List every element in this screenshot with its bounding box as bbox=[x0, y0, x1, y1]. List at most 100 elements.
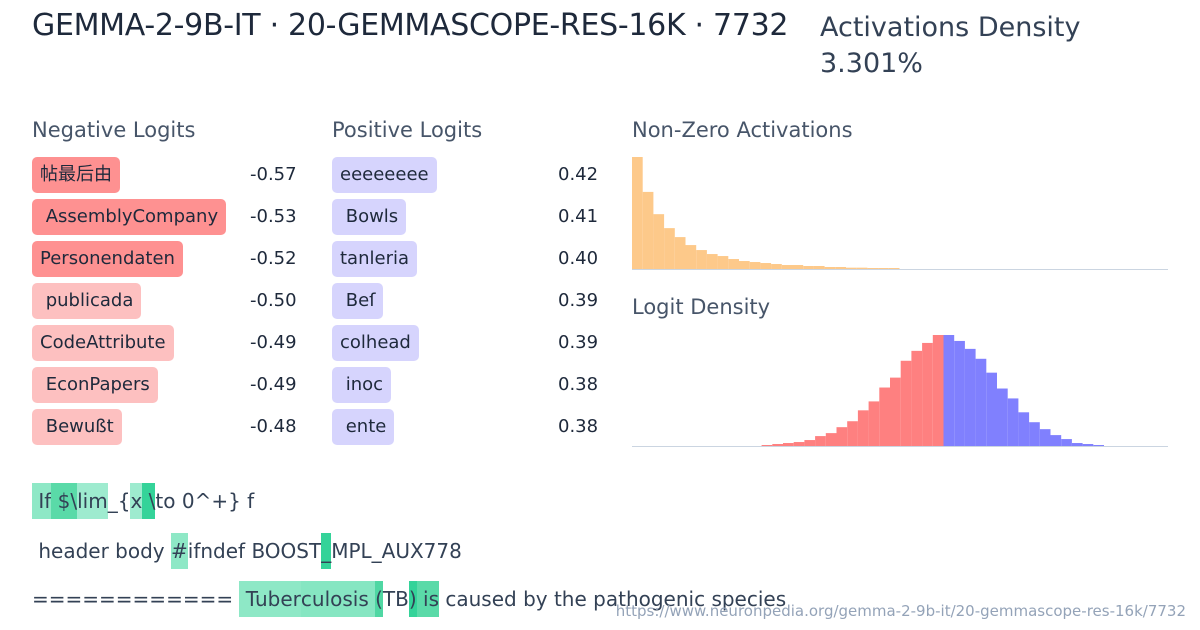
example-token[interactable]: _{ bbox=[107, 489, 131, 513]
logit-token[interactable]: 帖最后由 bbox=[32, 157, 120, 193]
example-token[interactable]: ( bbox=[375, 581, 383, 617]
logit-row: 帖最后由 -0.57 bbox=[32, 156, 302, 198]
logit-row: EconPapers -0.49 bbox=[32, 366, 302, 408]
example-token[interactable]: _ bbox=[321, 533, 332, 569]
example-token[interactable]: $\ bbox=[51, 483, 78, 519]
example-token[interactable]: # bbox=[171, 533, 188, 569]
example-token[interactable]: MPL_AUX778 bbox=[331, 539, 462, 563]
logit-row: colhead 0.39 bbox=[332, 324, 602, 366]
example-token[interactable]: is bbox=[416, 581, 440, 617]
logit-token[interactable]: publicada bbox=[32, 283, 142, 319]
activation-bar bbox=[878, 268, 889, 269]
negative-logits-heading: Negative Logits bbox=[32, 118, 196, 142]
logit-value: 0.42 bbox=[558, 164, 599, 185]
positive-logit-bar bbox=[1050, 435, 1062, 446]
activation-bar bbox=[760, 263, 772, 269]
activations-heading: Non-Zero Activations bbox=[632, 118, 853, 142]
activation-bar bbox=[813, 266, 825, 269]
negative-logit-bar bbox=[761, 445, 773, 446]
logit-token[interactable]: Personendaten bbox=[32, 241, 183, 277]
activation-bar bbox=[717, 256, 729, 269]
example-token[interactable]: TB bbox=[382, 587, 409, 611]
example-token[interactable]: ) bbox=[408, 581, 417, 617]
logit-value: 0.40 bbox=[558, 248, 599, 269]
activation-bar bbox=[685, 245, 697, 269]
example-token[interactable]: ifndef BOOST bbox=[187, 539, 322, 563]
positive-logit-bar bbox=[1039, 429, 1051, 446]
logit-token[interactable]: Bowls bbox=[332, 199, 407, 235]
logit-token[interactable]: Beſ bbox=[332, 283, 384, 319]
activation-bar bbox=[856, 267, 868, 269]
activation-bar bbox=[824, 267, 836, 269]
logit-token[interactable]: ente bbox=[332, 409, 395, 445]
logit-row: Bowls 0.41 bbox=[332, 198, 602, 240]
negative-logit-bar bbox=[922, 342, 933, 446]
logit-row: ente 0.38 bbox=[332, 408, 602, 450]
example-token[interactable]: \ bbox=[142, 483, 156, 519]
logit-density-histogram bbox=[632, 335, 1168, 447]
example-token[interactable]: ============ bbox=[32, 587, 240, 611]
activations-histogram bbox=[632, 157, 1168, 270]
activation-bar bbox=[888, 268, 900, 269]
negative-logit-bar bbox=[868, 401, 880, 446]
logit-token[interactable]: eeeeeeee bbox=[332, 157, 437, 193]
activation-bar bbox=[664, 228, 675, 269]
activation-bar bbox=[728, 259, 739, 269]
negative-logit-bar bbox=[857, 410, 869, 446]
negative-logit-bar bbox=[825, 433, 837, 446]
example-token[interactable]: Tuber bbox=[239, 581, 301, 617]
logit-token[interactable]: colhead bbox=[332, 325, 419, 361]
logit-value: 0.39 bbox=[558, 290, 599, 311]
positive-logits-list: eeeeeeee 0.42 Bowls 0.41 tanleria 0.40 Beſ 0.… bbox=[332, 156, 602, 450]
positive-logit-bar bbox=[986, 372, 997, 446]
activation-bar bbox=[835, 267, 846, 269]
logit-token[interactable]: CodeAttribute bbox=[32, 325, 174, 361]
logit-token[interactable]: Bewußt bbox=[32, 409, 122, 445]
activation-bar bbox=[771, 264, 782, 269]
logit-density-heading: Logit Density bbox=[632, 295, 771, 319]
logit-token[interactable]: EconPapers bbox=[32, 367, 158, 403]
activation-bar bbox=[653, 214, 665, 269]
example-token[interactable]: header body bbox=[32, 539, 171, 563]
positive-logit-bar bbox=[1082, 444, 1094, 446]
example-line: If $\lim_{x \to 0^+} f bbox=[32, 483, 254, 519]
logit-row: publicada -0.50 bbox=[32, 282, 302, 324]
example-line: ============ Tuberculosis (TB) is caused… bbox=[32, 581, 786, 617]
logit-value: -0.57 bbox=[250, 164, 297, 185]
positive-logit-bar bbox=[1093, 445, 1104, 446]
negative-logit-bar bbox=[879, 387, 890, 446]
logit-token[interactable]: AssemblyCompany bbox=[32, 199, 227, 235]
activation-bar bbox=[803, 266, 814, 269]
negative-logit-bar bbox=[793, 442, 805, 446]
example-token[interactable]: lim bbox=[77, 483, 108, 519]
logit-row: tanleria 0.40 bbox=[332, 240, 602, 282]
example-token[interactable]: to 0^+} f bbox=[155, 489, 255, 513]
logit-value: 0.41 bbox=[558, 206, 599, 227]
positive-logit-bar bbox=[997, 388, 1008, 446]
logit-row: AssemblyCompany -0.53 bbox=[32, 198, 302, 240]
activation-bar bbox=[792, 265, 804, 269]
logit-value: -0.50 bbox=[250, 290, 297, 311]
positive-logit-bar bbox=[1029, 422, 1040, 446]
logit-row: CodeAttribute -0.49 bbox=[32, 324, 302, 366]
positive-logits-heading: Positive Logits bbox=[332, 118, 483, 142]
logit-row: Personendaten -0.52 bbox=[32, 240, 302, 282]
logit-token[interactable]: tanleria bbox=[332, 241, 418, 277]
example-token[interactable]: If bbox=[32, 483, 52, 519]
example-token[interactable]: x bbox=[130, 483, 143, 519]
activations-density: Activations Density 3.301% bbox=[820, 10, 1080, 82]
logit-row: eeeeeeee 0.42 bbox=[332, 156, 602, 198]
logit-row: Beſ 0.39 bbox=[332, 282, 602, 324]
logit-value: -0.48 bbox=[250, 416, 297, 437]
activation-bar bbox=[642, 191, 654, 269]
activation-bar bbox=[739, 261, 750, 269]
logit-value: 0.38 bbox=[558, 374, 599, 395]
negative-logits-list: 帖最后由 -0.57 AssemblyCompany -0.53 Personenda… bbox=[32, 156, 302, 450]
example-token[interactable]: culosis bbox=[300, 581, 376, 617]
activation-bar bbox=[749, 262, 761, 269]
example-token[interactable]: caused by the pathogenic species bbox=[439, 587, 787, 611]
positive-logit-bar bbox=[1007, 398, 1019, 446]
positive-logit-bar bbox=[1071, 443, 1083, 446]
positive-logit-bar bbox=[943, 335, 955, 446]
logit-token[interactable]: inoc bbox=[332, 367, 392, 403]
